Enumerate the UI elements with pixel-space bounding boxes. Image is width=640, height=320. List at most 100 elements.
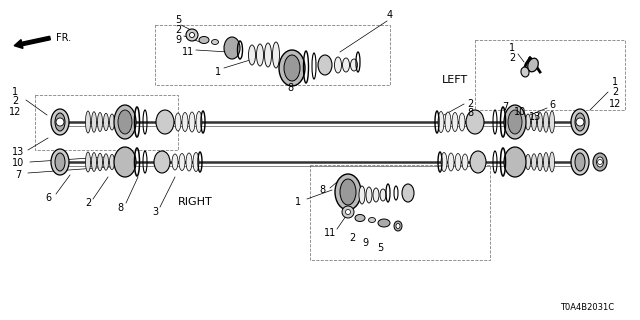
Ellipse shape [359, 186, 365, 204]
Ellipse shape [575, 113, 585, 131]
Ellipse shape [86, 152, 90, 172]
Circle shape [186, 29, 198, 41]
Ellipse shape [97, 153, 102, 171]
Text: 8: 8 [117, 203, 123, 213]
Ellipse shape [182, 113, 188, 132]
Ellipse shape [396, 223, 400, 228]
Ellipse shape [521, 67, 529, 77]
Text: 7: 7 [502, 102, 508, 112]
Ellipse shape [531, 113, 536, 131]
Text: T0A4B2031C: T0A4B2031C [560, 303, 614, 313]
Text: 2: 2 [85, 198, 91, 208]
Ellipse shape [273, 42, 280, 68]
Ellipse shape [459, 113, 465, 131]
Ellipse shape [179, 154, 185, 171]
Ellipse shape [264, 43, 271, 67]
Text: 6: 6 [45, 193, 51, 203]
Ellipse shape [279, 50, 305, 86]
Text: 4: 4 [387, 10, 393, 20]
Ellipse shape [575, 153, 585, 171]
Ellipse shape [284, 55, 300, 81]
Ellipse shape [340, 179, 356, 205]
Ellipse shape [55, 113, 65, 131]
Text: 1: 1 [509, 43, 515, 53]
Ellipse shape [51, 149, 69, 175]
Ellipse shape [543, 153, 548, 172]
Ellipse shape [596, 157, 604, 167]
Ellipse shape [175, 113, 181, 131]
Text: 1: 1 [295, 197, 301, 207]
Text: 5: 5 [175, 15, 181, 25]
Ellipse shape [571, 109, 589, 135]
Text: 1: 1 [215, 67, 221, 77]
Circle shape [189, 33, 195, 37]
Ellipse shape [118, 110, 132, 134]
Text: 6: 6 [549, 100, 555, 110]
Text: 2: 2 [467, 99, 473, 109]
Ellipse shape [550, 111, 554, 133]
Ellipse shape [109, 155, 115, 170]
Ellipse shape [455, 154, 461, 171]
Text: 10: 10 [514, 107, 526, 117]
Ellipse shape [55, 153, 65, 171]
Text: 3: 3 [152, 207, 158, 217]
Text: 5: 5 [377, 243, 383, 253]
Ellipse shape [51, 109, 69, 135]
Circle shape [342, 206, 354, 218]
Text: 2: 2 [175, 25, 181, 35]
Circle shape [346, 210, 351, 214]
Ellipse shape [366, 187, 372, 203]
Text: FR.: FR. [56, 33, 71, 43]
Ellipse shape [257, 44, 264, 66]
Ellipse shape [466, 110, 484, 134]
Ellipse shape [248, 45, 255, 65]
Ellipse shape [172, 154, 178, 170]
Ellipse shape [504, 147, 526, 177]
Ellipse shape [335, 57, 342, 73]
Circle shape [598, 159, 602, 164]
Ellipse shape [380, 189, 386, 201]
Text: 9: 9 [362, 238, 368, 248]
Text: 8: 8 [467, 108, 473, 118]
Ellipse shape [335, 174, 361, 210]
Text: 12: 12 [609, 99, 621, 109]
Ellipse shape [538, 113, 543, 132]
Ellipse shape [508, 110, 522, 134]
Text: 2: 2 [349, 233, 355, 243]
Ellipse shape [441, 153, 447, 172]
Text: 8: 8 [319, 185, 325, 195]
Text: 1: 1 [12, 87, 18, 97]
Ellipse shape [445, 112, 451, 132]
Ellipse shape [351, 59, 358, 71]
Ellipse shape [538, 153, 543, 171]
Ellipse shape [394, 221, 402, 231]
Text: 2: 2 [509, 53, 515, 63]
Ellipse shape [97, 113, 102, 132]
Ellipse shape [342, 58, 349, 72]
Ellipse shape [528, 58, 538, 72]
Ellipse shape [156, 110, 174, 134]
Ellipse shape [525, 155, 531, 170]
Ellipse shape [402, 184, 414, 202]
Ellipse shape [199, 36, 209, 44]
Text: 13: 13 [529, 112, 541, 122]
Ellipse shape [543, 112, 548, 132]
Text: 2: 2 [12, 96, 18, 106]
Ellipse shape [462, 154, 468, 170]
Text: LEFT: LEFT [442, 75, 468, 85]
Ellipse shape [369, 218, 376, 222]
Ellipse shape [470, 151, 486, 173]
Text: 12: 12 [9, 107, 21, 117]
Ellipse shape [531, 154, 536, 170]
Ellipse shape [224, 37, 240, 59]
Text: 2: 2 [612, 87, 618, 97]
Text: 11: 11 [182, 47, 194, 57]
Ellipse shape [114, 105, 136, 139]
Ellipse shape [196, 111, 202, 132]
Text: 9: 9 [175, 35, 181, 45]
Ellipse shape [154, 151, 170, 173]
Ellipse shape [109, 114, 115, 130]
Ellipse shape [189, 112, 195, 132]
Ellipse shape [378, 219, 390, 227]
Ellipse shape [355, 214, 365, 221]
